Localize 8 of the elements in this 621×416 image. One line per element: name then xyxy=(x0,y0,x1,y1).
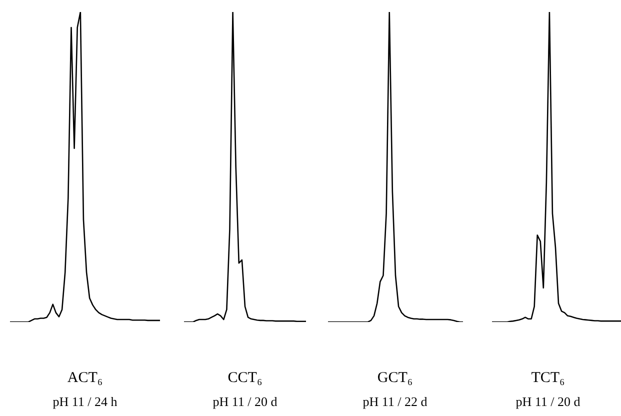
text: pH 11 / 20 d xyxy=(212,394,278,410)
x-axis-title: CCT₆ xyxy=(226,370,264,387)
text: pH 11 / 24 h xyxy=(52,394,118,410)
x-axis-title: ACT₆ xyxy=(66,370,104,387)
x-axis-title: GCT₆ xyxy=(376,370,414,387)
text: pH 11 / 22 d xyxy=(362,394,428,410)
text: pH 11 / 20 d xyxy=(514,394,582,410)
x-axis-title: TCT₆ xyxy=(530,370,566,387)
